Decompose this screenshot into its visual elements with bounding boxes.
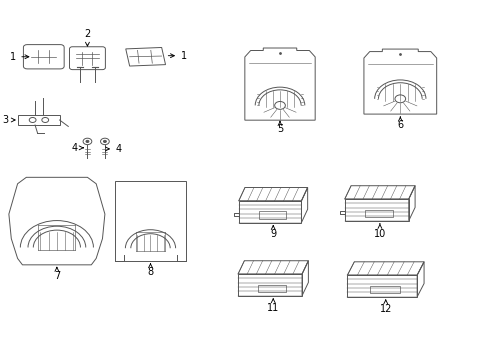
Circle shape (103, 140, 106, 143)
Text: 3: 3 (2, 115, 15, 125)
Text: 9: 9 (269, 226, 276, 239)
Text: 6: 6 (396, 117, 403, 130)
Circle shape (86, 140, 89, 143)
Text: 8: 8 (147, 264, 153, 277)
Text: 4: 4 (71, 143, 83, 153)
Text: 5: 5 (276, 121, 283, 134)
Text: 1: 1 (10, 52, 29, 62)
Text: 1: 1 (168, 51, 186, 61)
Text: 10: 10 (373, 224, 385, 239)
Text: 11: 11 (266, 299, 279, 312)
Text: 2: 2 (84, 29, 90, 46)
Text: 4: 4 (105, 144, 122, 154)
Text: 7: 7 (54, 267, 60, 281)
Bar (18, 115, 60, 125)
Text: 12: 12 (379, 300, 391, 314)
